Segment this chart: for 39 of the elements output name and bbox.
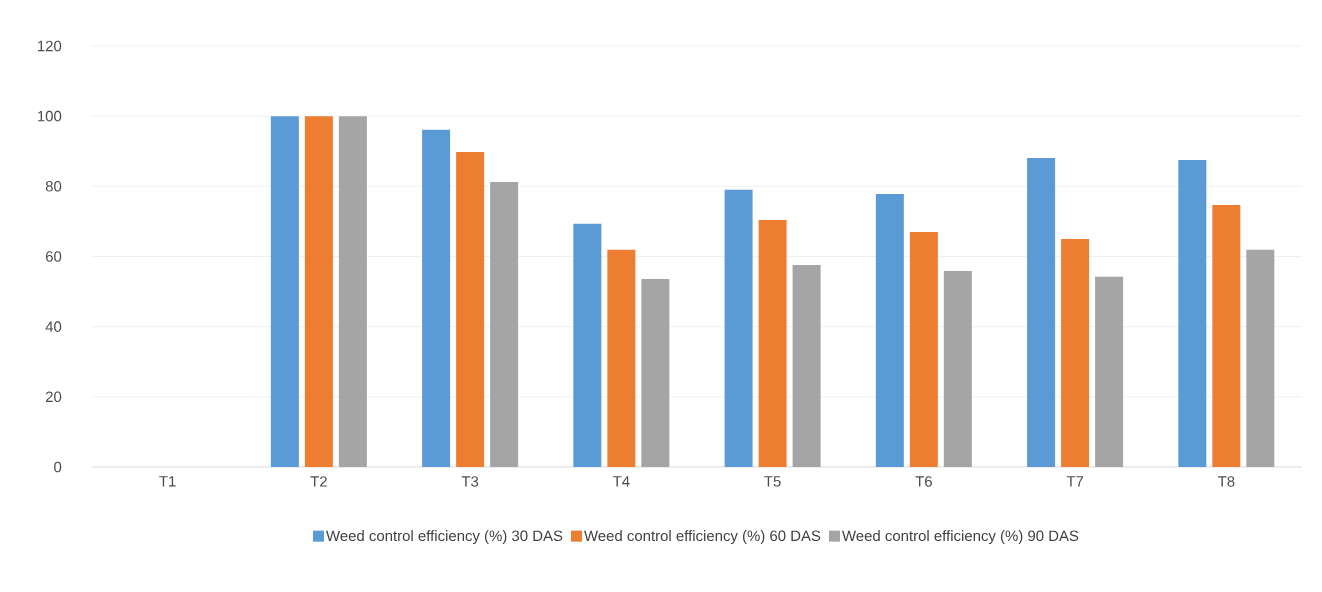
bar (456, 151, 485, 467)
bar (338, 116, 367, 467)
x-tick-label: T8 (1217, 476, 1235, 487)
bar (943, 270, 972, 467)
x-tick-label: T1 (159, 476, 176, 487)
x-tick-label: T3 (461, 476, 479, 487)
x-tick-label: T5 (764, 476, 781, 487)
y-tick-label: 0 (54, 461, 62, 473)
bar (758, 220, 787, 467)
bar (1027, 157, 1056, 467)
y-tick-label: 100 (38, 110, 62, 122)
y-tick-label: 120 (38, 40, 62, 52)
bar (1246, 249, 1275, 467)
x-tick-label: T7 (1066, 476, 1084, 487)
legend-label: Weed control efficiency (%) 90 DAS (842, 530, 1079, 545)
bar (270, 116, 299, 467)
bar (1095, 276, 1124, 467)
y-tick-label: 60 (45, 251, 62, 262)
bar (641, 278, 670, 467)
bar (1178, 160, 1207, 467)
bar (1061, 238, 1090, 467)
bar (1212, 204, 1241, 467)
bar (909, 231, 938, 467)
bar (724, 189, 753, 467)
x-tick-label: T6 (915, 476, 932, 487)
bar (875, 194, 904, 467)
y-tick-label: 20 (45, 391, 62, 403)
x-tick-label: T2 (310, 476, 327, 487)
bar (304, 116, 333, 467)
bar (792, 264, 821, 467)
bar (573, 223, 602, 467)
y-tick-label: 40 (45, 321, 62, 332)
legend-label: Weed control efficiency (%) 30 DAS (326, 530, 563, 545)
y-tick-label: 80 (45, 181, 62, 192)
legend-label: Weed control efficiency (%) 60 DAS (584, 530, 821, 545)
bar (490, 182, 519, 467)
bar (422, 129, 451, 467)
bar (607, 249, 636, 467)
x-tick-label: T4 (612, 476, 630, 487)
